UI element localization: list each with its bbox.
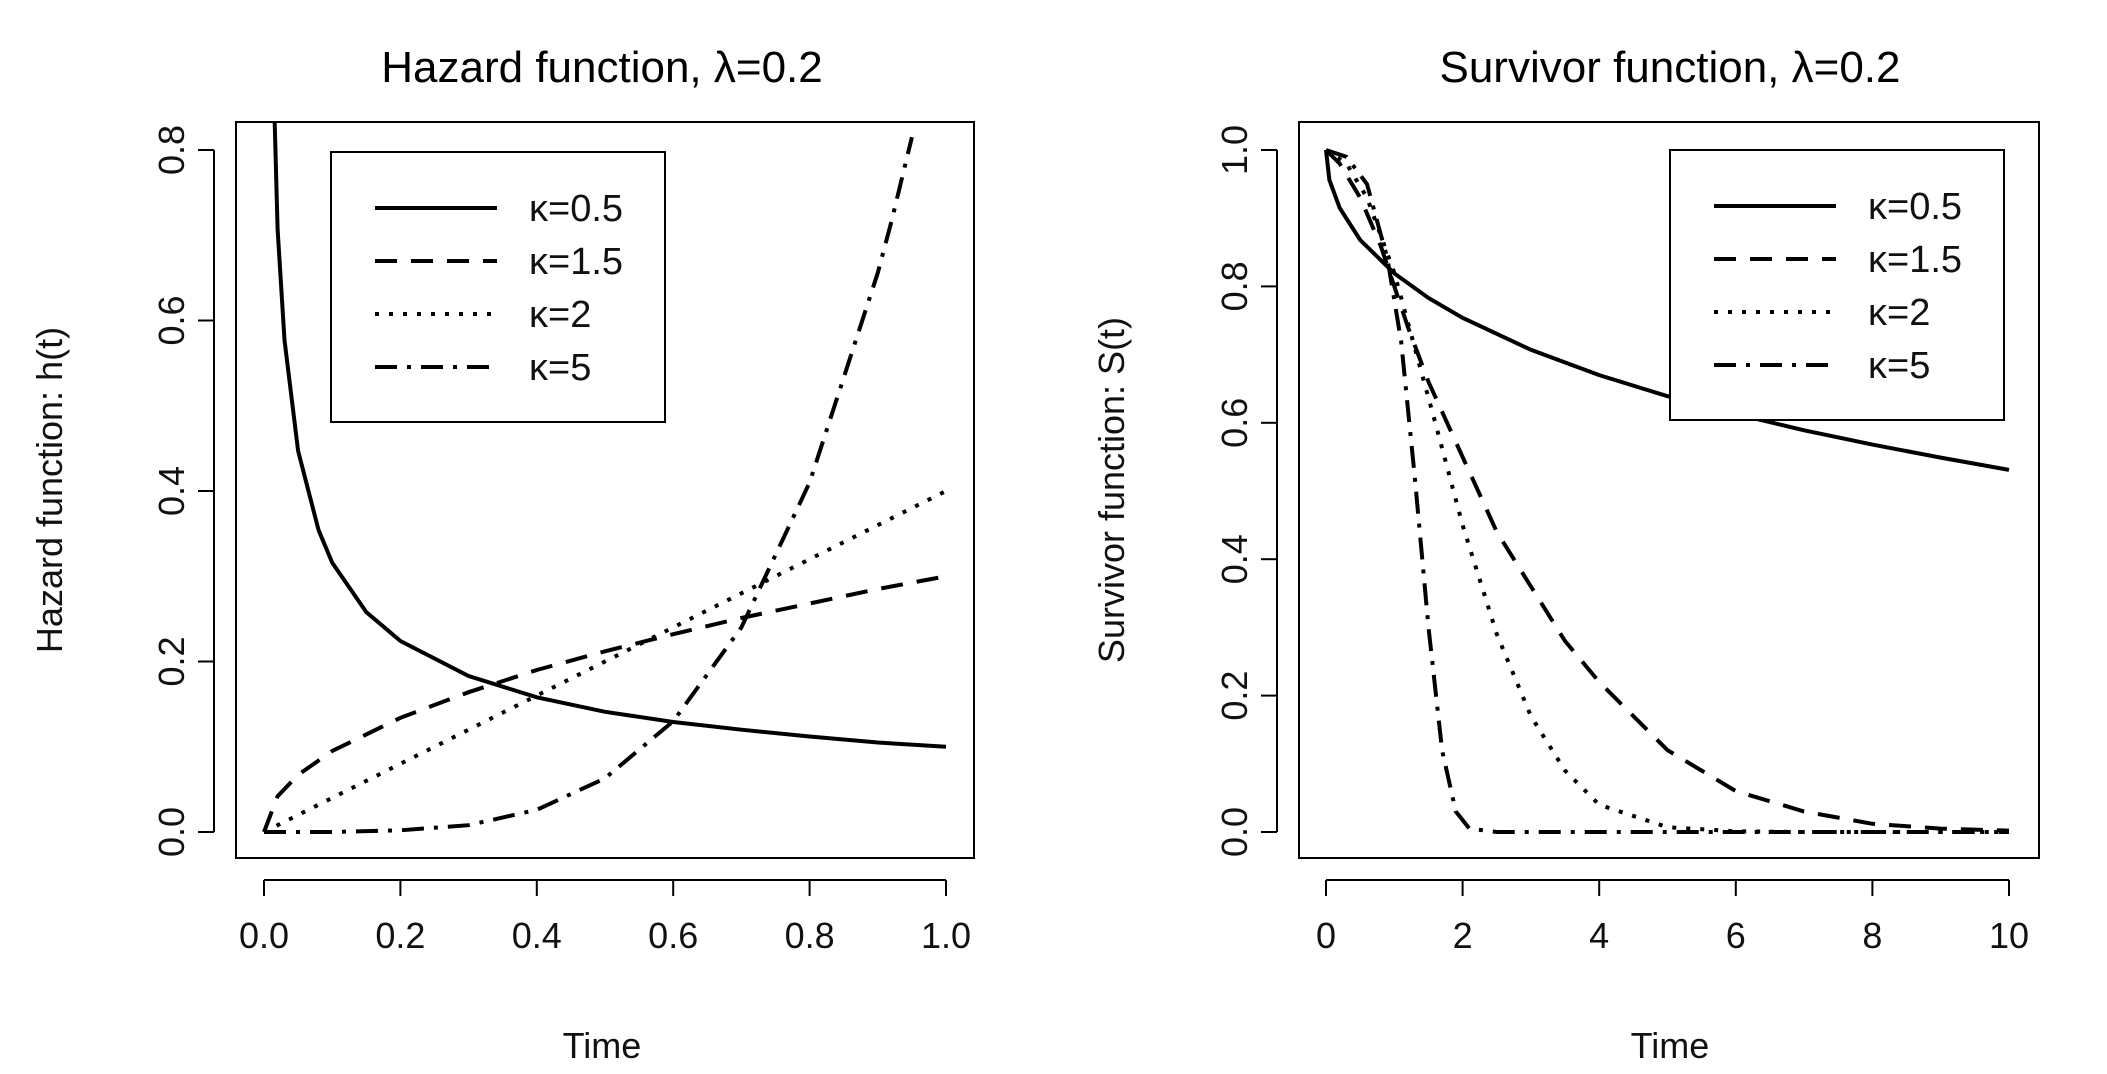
- x-axis-label: Time: [563, 1025, 642, 1066]
- legend-label: κ=2: [529, 294, 591, 336]
- y-tick-label: 0.0: [1214, 807, 1255, 857]
- x-tick-label: 0.2: [375, 915, 425, 956]
- plot-frame: [235, 121, 975, 859]
- legend-label: κ=1.5: [529, 241, 623, 283]
- y-tick-label: 0.6: [151, 295, 192, 345]
- series-group: [262, 122, 947, 834]
- x-axis: 0.0 0.2 0.4 0.6 0.8 1.0: [239, 879, 971, 956]
- y-axis-label: Survivor function: S(t): [1091, 317, 1132, 663]
- chart-title: Survivor function, λ=0.2: [1439, 43, 1900, 92]
- y-tick-label: 0.2: [1214, 671, 1255, 721]
- legend-label: κ=0.5: [1868, 186, 1962, 228]
- x-tick-label: 2: [1453, 915, 1473, 956]
- series-line-1: [262, 574, 947, 833]
- y-tick-label: 0.4: [151, 466, 192, 516]
- survivor-chart: Survivor function, λ=0.2 0 2 4 6 8 10 0.00.20…: [1091, 43, 2040, 1066]
- legend-box: [1669, 149, 2005, 421]
- y-tick-label: 1.0: [1214, 125, 1255, 175]
- legend-label: κ=5: [1868, 345, 1930, 387]
- y-axis: 0.0 0.2 0.4 0.6 0.8 1.0: [1214, 125, 1278, 857]
- series-line-0: [1324, 149, 2010, 472]
- y-tick-label: 0.4: [1214, 534, 1255, 584]
- x-tick-label: 8: [1862, 915, 1882, 956]
- y-tick-label: 0.8: [1214, 261, 1255, 311]
- y-axis: 0.0 0.2 0.4 0.6 0.8: [151, 125, 215, 857]
- y-tick-label: 0.2: [151, 636, 192, 686]
- legend-label: κ=1.5: [1868, 239, 1962, 281]
- x-tick-label: 1.0: [921, 915, 971, 956]
- x-axis-label: Time: [1631, 1025, 1710, 1066]
- y-axis-label: Hazard function: h(t): [29, 327, 70, 653]
- x-tick-label: 0: [1316, 915, 1336, 956]
- series-line-0: [272, 122, 947, 749]
- legend-label: κ=0.5: [529, 188, 623, 230]
- series-line-1: [1324, 148, 2010, 833]
- legend-label: κ=2: [1868, 292, 1930, 334]
- x-tick-label: 10: [1989, 915, 2029, 956]
- series-line-2: [263, 489, 947, 834]
- x-tick-label: 0.8: [785, 915, 835, 956]
- plot-frame: [1298, 121, 2040, 859]
- x-tick-label: 4: [1589, 915, 1609, 956]
- x-tick-label: 6: [1726, 915, 1746, 956]
- x-tick-label: 0.6: [648, 915, 698, 956]
- y-tick-label: 0.6: [1214, 398, 1255, 448]
- series-line-3: [1325, 148, 2009, 834]
- x-axis: 0 2 4 6 8 10: [1316, 879, 2029, 956]
- series-group: [1324, 148, 2010, 834]
- hazard-chart: Hazard function, λ=0.2 0.0 0.2 0.4 0.6 0.8 1.…: [29, 43, 975, 1066]
- series-line-3: [264, 136, 914, 834]
- legend: κ=0.5 κ=1.5 κ=2 κ=5: [330, 151, 666, 423]
- y-tick-label: 0.0: [151, 807, 192, 857]
- chart-title: Hazard function, λ=0.2: [381, 43, 822, 92]
- x-tick-label: 0.0: [239, 915, 289, 956]
- legend-box: [330, 151, 666, 423]
- y-tick-label: 0.8: [151, 125, 192, 175]
- x-tick-label: 0.4: [512, 915, 562, 956]
- legend-label: κ=5: [529, 347, 591, 389]
- legend: κ=0.5 κ=1.5 κ=2 κ=5: [1669, 149, 2005, 421]
